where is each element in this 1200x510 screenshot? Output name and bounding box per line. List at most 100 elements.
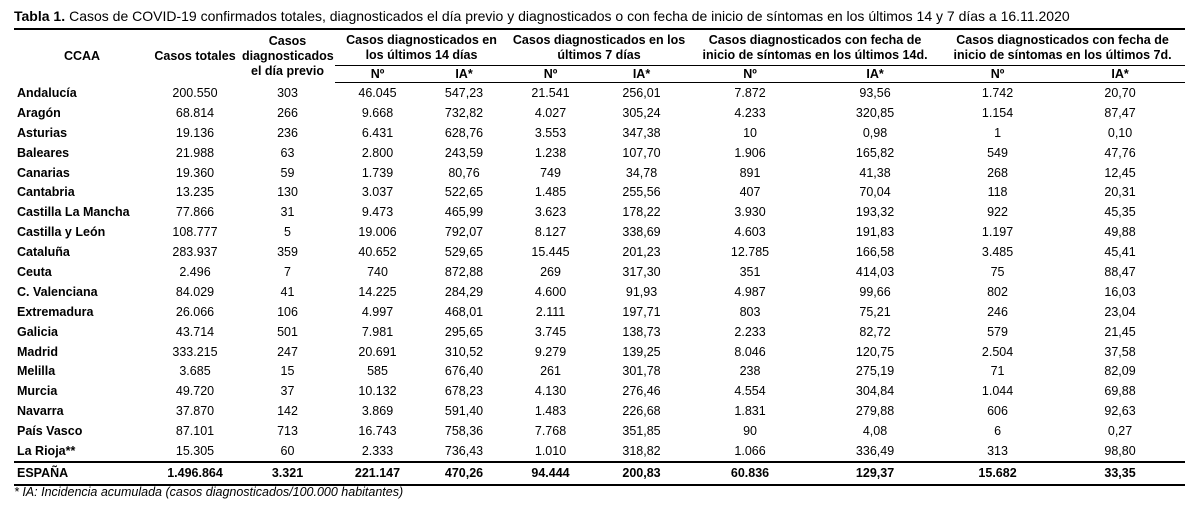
total-cell: 94.444 [508, 460, 594, 486]
cell: 9.279 [534, 344, 567, 359]
cell: 255,56 [622, 185, 661, 200]
cell: 21,45 [1104, 324, 1136, 339]
table-row: Extremadura 26.066 106 4.997 468,01 2.111 197,… [14, 302, 1185, 322]
cell: 16,03 [1104, 284, 1136, 299]
table-row: Cantabria 13.235 130 3.037 522,65 1.485 255,56… [14, 182, 1185, 202]
cell: 338,69 [622, 225, 661, 240]
cell: 678,23 [444, 384, 484, 399]
cell: 49,88 [1104, 225, 1136, 240]
cell: 87,47 [1104, 105, 1136, 120]
cell: 92,63 [1104, 404, 1136, 419]
caption-label: Tabla 1. [14, 8, 66, 24]
total-cell: 33,35 [1055, 460, 1186, 486]
total-cell: 129,37 [810, 460, 941, 486]
cell: 2.504 [981, 344, 1014, 359]
cell: 749 [540, 165, 561, 180]
subheader: Nº [940, 65, 1056, 83]
cell: 295,65 [444, 324, 484, 339]
cell: 41,38 [859, 165, 891, 180]
cell: 246 [987, 304, 1008, 319]
region-name: Castilla La Mancha [17, 205, 130, 220]
cell: 10.132 [358, 384, 397, 399]
cell: 802 [987, 284, 1008, 299]
cell: 3.930 [734, 205, 766, 220]
cell: 2.111 [535, 304, 566, 319]
cell: 59 [280, 165, 295, 180]
cell: 3.037 [361, 185, 394, 200]
cell: 247 [277, 344, 298, 359]
cell: 1.483 [534, 404, 567, 419]
cell: 84.029 [175, 284, 215, 299]
cell: 4.600 [534, 284, 567, 299]
cell: 468,01 [444, 304, 484, 319]
cell: 3.745 [534, 324, 567, 339]
region-name: Cantabria [17, 185, 75, 200]
cell: 1.742 [981, 85, 1014, 100]
cell: 4,08 [862, 424, 888, 439]
table-row: País Vasco 87.101 713 16.743 758,36 7.768 351,… [14, 421, 1185, 441]
cell: 37.870 [175, 404, 215, 419]
cell: 120,75 [855, 344, 895, 359]
cell: 178,22 [622, 205, 661, 220]
cell: 7.768 [534, 424, 567, 439]
cell: 82,72 [859, 324, 891, 339]
cell: 31 [280, 205, 295, 220]
cell: 1.066 [734, 443, 766, 458]
cell: 5 [284, 225, 291, 240]
cell: 80,76 [448, 165, 480, 180]
cell: 736,43 [444, 443, 484, 458]
group-header: Casos diagnosticados en los últimos 14 d… [335, 29, 509, 66]
cell: 1.197 [981, 225, 1014, 240]
cell: 75 [990, 264, 1005, 279]
cell: 108.777 [172, 225, 218, 240]
cell: 351,85 [622, 424, 661, 439]
cell: 3.623 [534, 205, 567, 220]
cell: 49.720 [175, 384, 215, 399]
table-row: Castilla La Mancha 77.866 31 9.473 465,99 3.6… [14, 202, 1185, 222]
cell: 803 [739, 304, 761, 319]
cell: 130 [277, 185, 298, 200]
cell: 107,70 [622, 145, 661, 160]
cell: 261 [540, 364, 561, 379]
cell: 4.233 [734, 105, 766, 120]
cell: 303 [277, 85, 298, 100]
cell: 317,30 [622, 264, 661, 279]
table-head: CCAA Casos totales Casos diagnosticados el… [14, 29, 1186, 83]
cell: 359 [277, 245, 298, 260]
cell: 20.691 [358, 344, 397, 359]
cell: 118 [987, 185, 1008, 200]
region-name: Ceuta [17, 264, 52, 279]
cell: 98,80 [1104, 443, 1136, 458]
cell: 15.445 [531, 245, 570, 260]
total-cell: 1.496.864 [150, 460, 240, 486]
cell: 279,88 [855, 404, 895, 419]
cell: 37 [280, 384, 295, 399]
region-name: Cataluña [17, 245, 70, 260]
cell: 347,38 [622, 125, 661, 140]
cell: 21.541 [531, 85, 570, 100]
cell: 20,31 [1104, 185, 1136, 200]
cell: 1.010 [534, 443, 567, 458]
cell: 3.485 [981, 245, 1014, 260]
cell: 1.739 [361, 165, 394, 180]
cell: 585 [367, 364, 388, 379]
region-name: Extremadura [17, 304, 94, 319]
region-name: Melilla [17, 364, 56, 379]
cell: 792,07 [444, 225, 484, 240]
cell: 0,98 [862, 125, 888, 140]
cell: 266 [277, 105, 298, 120]
cell: 1.238 [534, 145, 567, 160]
table-row: Ceuta 2.496 7 740 872,88 269 317,30 351 414,03 75… [14, 262, 1185, 282]
cell: 68.814 [175, 105, 215, 120]
cell: 676,40 [444, 364, 484, 379]
subheader: IA* [593, 65, 691, 83]
cell: 15 [280, 364, 295, 379]
column-header: CCAA [63, 48, 101, 63]
cell: 6 [994, 424, 1002, 439]
cell: 2.800 [361, 145, 394, 160]
cell: 333.215 [172, 344, 218, 359]
table-row: Cataluña 283.937 359 40.652 529,65 15.445 201,… [14, 242, 1185, 262]
cell: 23,04 [1104, 304, 1136, 319]
cell: 872,88 [444, 264, 484, 279]
cell: 63 [280, 145, 295, 160]
